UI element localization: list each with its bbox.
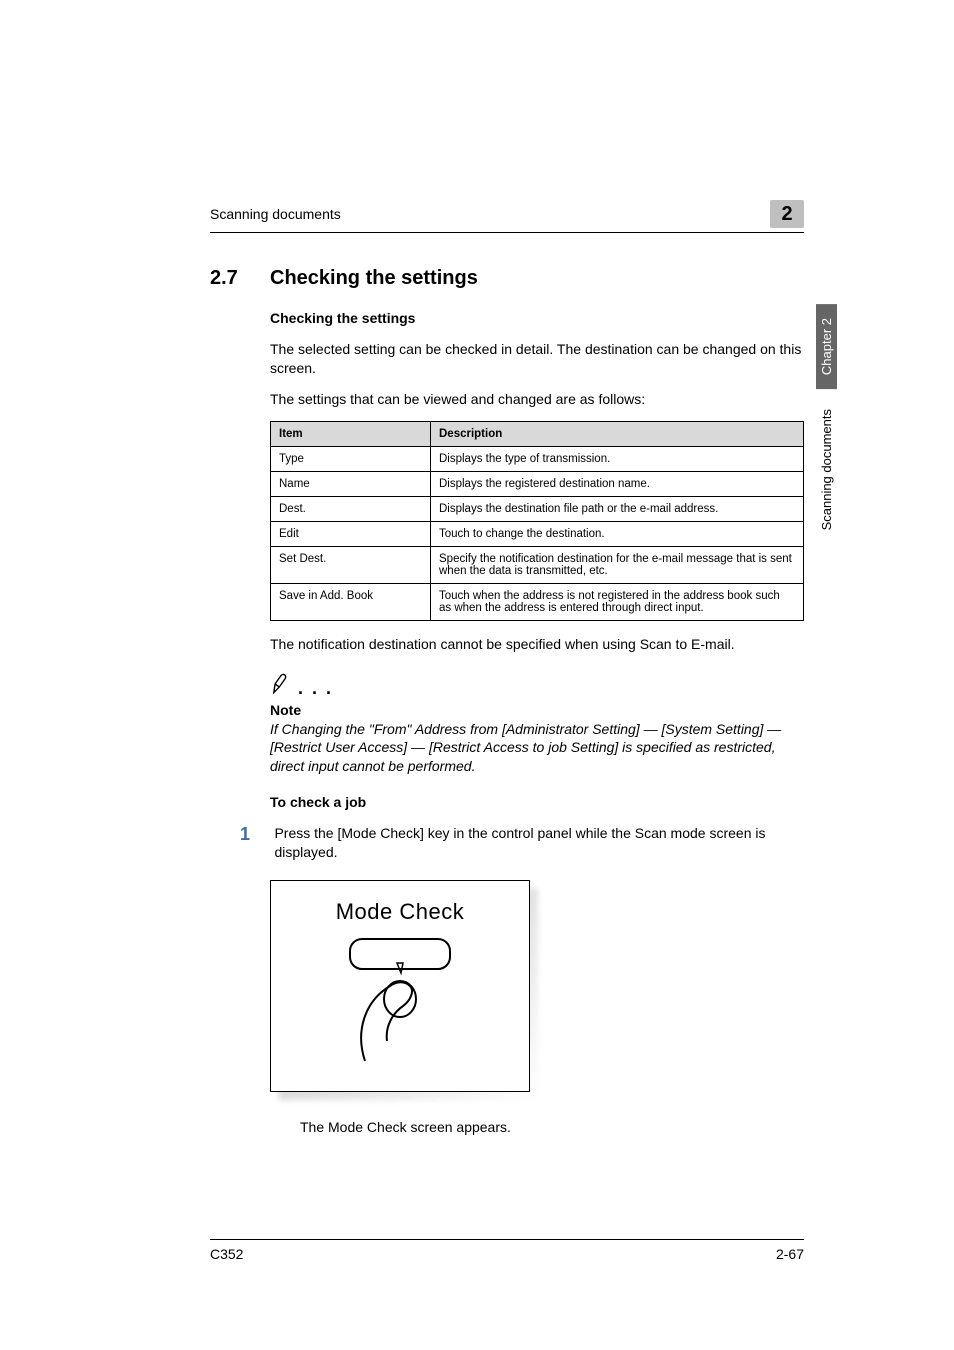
table-row: EditTouch to change the destination. [271,521,804,546]
cell-desc: Displays the type of transmission. [431,446,804,471]
step-text: Press the [Mode Check] key in the contro… [274,824,798,862]
side-tab-section: Scanning documents [816,409,837,530]
mode-check-figure: Mode Check [270,880,530,1100]
table-row: Dest.Displays the destination file path … [271,496,804,521]
cell-item: Edit [271,521,431,546]
running-head-title: Scanning documents [210,206,341,222]
page-footer: C352 2-67 [210,1239,804,1262]
section-number: 2.7 [210,267,270,290]
side-tab-chapter: Chapter 2 [816,304,837,389]
cell-item: Set Dest. [271,546,431,583]
note-body: If Changing the "From" Address from [Adm… [270,720,804,777]
cell-desc: Touch when the address is not registered… [431,583,804,620]
footer-model: C352 [210,1246,243,1262]
intro-para-2: The settings that can be viewed and chan… [270,390,804,409]
section-heading: 2.7Checking the settings [210,267,804,290]
intro-para-1: The selected setting can be checked in d… [270,340,804,378]
note-icon-row: . . . [270,672,804,700]
figure-panel: Mode Check [270,880,530,1092]
cell-item: Dest. [271,496,431,521]
result-para: The Mode Check screen appears. [300,1118,804,1137]
cell-desc: Displays the registered destination name… [431,471,804,496]
table-row: Save in Add. BookTouch when the address … [271,583,804,620]
section-title: Checking the settings [270,267,478,289]
step-number: 1 [240,824,270,845]
cell-desc: Displays the destination file path or th… [431,496,804,521]
table-header-row: Item Description [271,421,804,446]
table-row: TypeDisplays the type of transmission. [271,446,804,471]
note-dots-icon: . . . [298,678,333,699]
post-table-para: The notification destination cannot be s… [270,635,804,654]
figure-inner: Mode Check [271,881,529,1071]
cell-item: Name [271,471,431,496]
side-tabs: Chapter 2 Scanning documents [816,304,838,531]
table-head-desc: Description [431,421,804,446]
running-head: Scanning documents 2 [210,200,804,233]
table-row: NameDisplays the registered destination … [271,471,804,496]
footer-page: 2-67 [776,1246,804,1262]
figure-title: Mode Check [336,899,465,925]
mode-check-button-icon [325,931,475,1071]
subheading-to-check: To check a job [270,794,804,810]
cell-item: Type [271,446,431,471]
settings-table: Item Description TypeDisplays the type o… [270,421,804,621]
cell-item: Save in Add. Book [271,583,431,620]
table-head-item: Item [271,421,431,446]
note-block: . . . Note If Changing the "From" Addres… [270,672,804,777]
pen-icon [268,670,295,701]
note-label: Note [270,702,804,718]
chapter-badge: 2 [770,200,804,228]
step-1: 1 Press the [Mode Check] key in the cont… [240,824,804,862]
cell-desc: Touch to change the destination. [431,521,804,546]
cell-desc: Specify the notification destination for… [431,546,804,583]
page: Scanning documents 2 2.7Checking the set… [0,0,954,1350]
subheading-checking: Checking the settings [270,310,804,326]
table-row: Set Dest.Specify the notification destin… [271,546,804,583]
